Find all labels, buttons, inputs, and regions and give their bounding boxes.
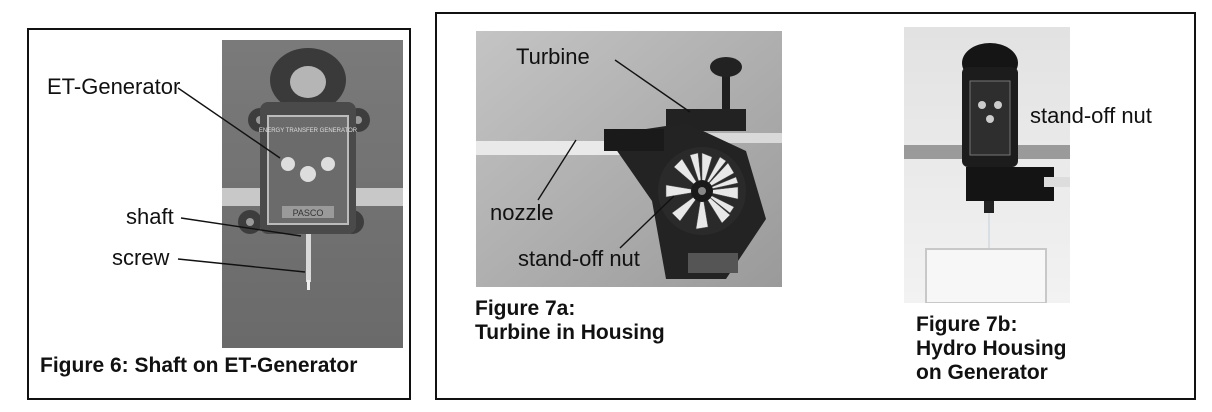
label-turbine: Turbine [516,44,590,69]
figure-6-caption: Figure 6: Shaft on ET-Generator [40,354,358,377]
label-standoff-nut-7a: stand-off nut [518,246,640,271]
figure-7b-caption-line2: Hydro Housing [916,337,1067,360]
svg-text:ENERGY TRANSFER GENERATOR: ENERGY TRANSFER GENERATOR [259,128,358,134]
figure-7b-photo [904,27,1070,303]
figure-7b-caption: Figure 7b: Hydro Housing on Generator [916,313,1067,385]
figure-7a-caption-line2: Turbine in Housing [475,321,665,344]
label-nozzle: nozzle [490,200,554,225]
label-screw: screw [112,245,170,270]
figure-7a-caption-line1: Figure 7a: [475,297,576,320]
label-shaft: shaft [126,204,174,229]
figure-7b-caption-line3: on Generator [916,361,1048,384]
figure-7b-caption-line1: Figure 7b: [916,313,1018,336]
svg-text:PASCO: PASCO [293,208,324,218]
label-standoff-nut-7b: stand-off nut [1030,103,1152,128]
figure-7a-caption: Figure 7a: Turbine in Housing [475,297,665,345]
figure-6-photo: ENERGY TRANSFER GENERATOR PASCO [222,40,403,348]
label-et-generator: ET-Generator [47,74,181,99]
